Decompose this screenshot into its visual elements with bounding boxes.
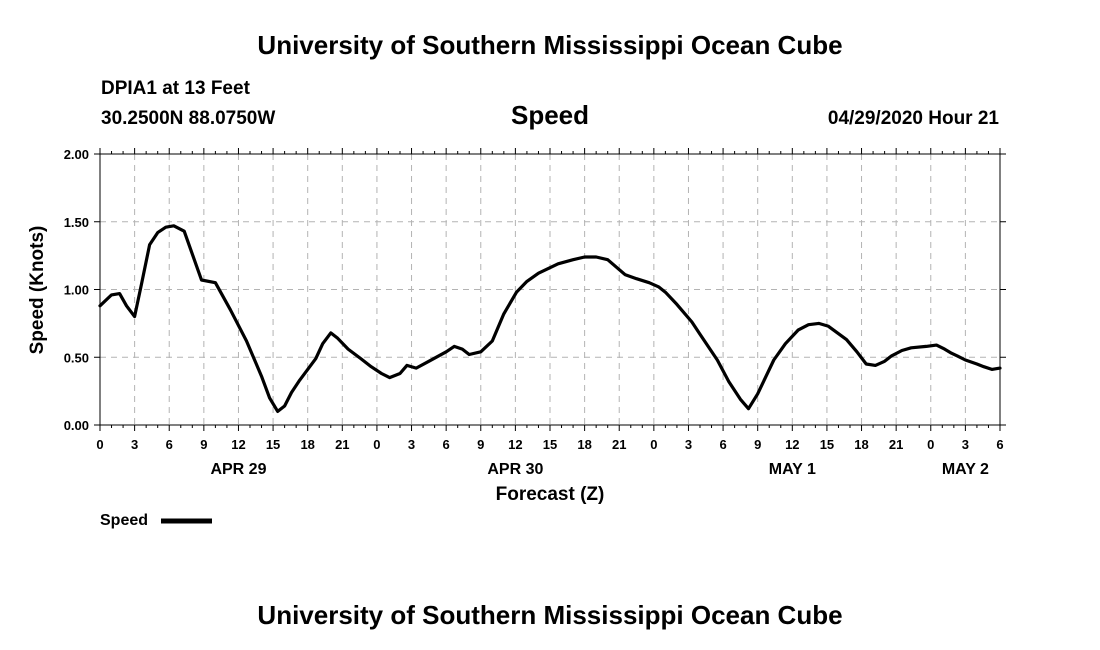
x-tick-label: 0 [373, 437, 380, 452]
x-tick-label: 0 [650, 437, 657, 452]
x-tick-label: 6 [443, 437, 450, 452]
x-tick-label: 9 [477, 437, 484, 452]
x-tick-label: 6 [996, 437, 1003, 452]
speed-line [98, 224, 1002, 413]
bottom-title: University of Southern Mississippi Ocean… [257, 600, 842, 630]
x-tick-label: 3 [685, 437, 692, 452]
x-tick-label: 21 [889, 437, 903, 452]
x-tick-label: 15 [543, 437, 557, 452]
chart-title: Speed [511, 100, 589, 130]
x-tick-label: 12 [508, 437, 522, 452]
top-title: University of Southern Mississippi Ocean… [257, 30, 842, 60]
y-tick-label: 2.00 [64, 147, 89, 162]
x-tick-label: 21 [335, 437, 349, 452]
x-tick-label: 3 [131, 437, 138, 452]
series-layer [98, 224, 1002, 413]
x-tick-label: 6 [719, 437, 726, 452]
y-axis: 0.00 0.50 1.00 1.50 2.00 [64, 147, 1006, 433]
x-axis: 0 3 6 9 12 15 18 21 0 3 6 9 12 15 18 21 0 3 6 9 12 15 18 21 0 3 6 [96, 148, 1004, 452]
grid [100, 154, 1000, 425]
date-label: MAY 2 [942, 461, 989, 478]
coordinates-label: 30.2500N 88.0750W [101, 108, 275, 129]
x-tick-label: 12 [785, 437, 799, 452]
legend-label: Speed [100, 512, 148, 529]
timestamp-label: 04/29/2020 Hour 21 [828, 108, 1000, 129]
x-tick-label: 0 [927, 437, 934, 452]
date-label: MAY 1 [769, 461, 816, 478]
x-axis-label: Forecast (Z) [496, 484, 605, 505]
x-tick-label: 3 [408, 437, 415, 452]
y-tick-label: 1.50 [64, 215, 89, 230]
date-label: APR 29 [210, 461, 266, 478]
y-tick-label: 0.50 [64, 350, 89, 365]
x-tick-label: 9 [200, 437, 207, 452]
x-tick-label: 18 [854, 437, 868, 452]
date-label: APR 30 [487, 461, 543, 478]
x-tick-label: 21 [612, 437, 626, 452]
x-tick-label: 3 [962, 437, 969, 452]
station-label: DPIA1 at 13 Feet [101, 78, 251, 99]
y-tick-label: 1.00 [64, 283, 89, 298]
y-tick-label: 0.00 [64, 418, 89, 433]
x-tick-label: 9 [754, 437, 761, 452]
x-tick-label: 6 [166, 437, 173, 452]
x-tick-label: 0 [96, 437, 103, 452]
x-tick-label: 15 [820, 437, 834, 452]
date-labels: APR 29 APR 30 MAY 1 MAY 2 [210, 461, 989, 478]
x-tick-label: 18 [300, 437, 314, 452]
x-tick-label: 12 [231, 437, 245, 452]
y-axis-label: Speed (Knots) [27, 226, 48, 355]
x-tick-label: 18 [577, 437, 591, 452]
x-tick-label: 15 [266, 437, 280, 452]
